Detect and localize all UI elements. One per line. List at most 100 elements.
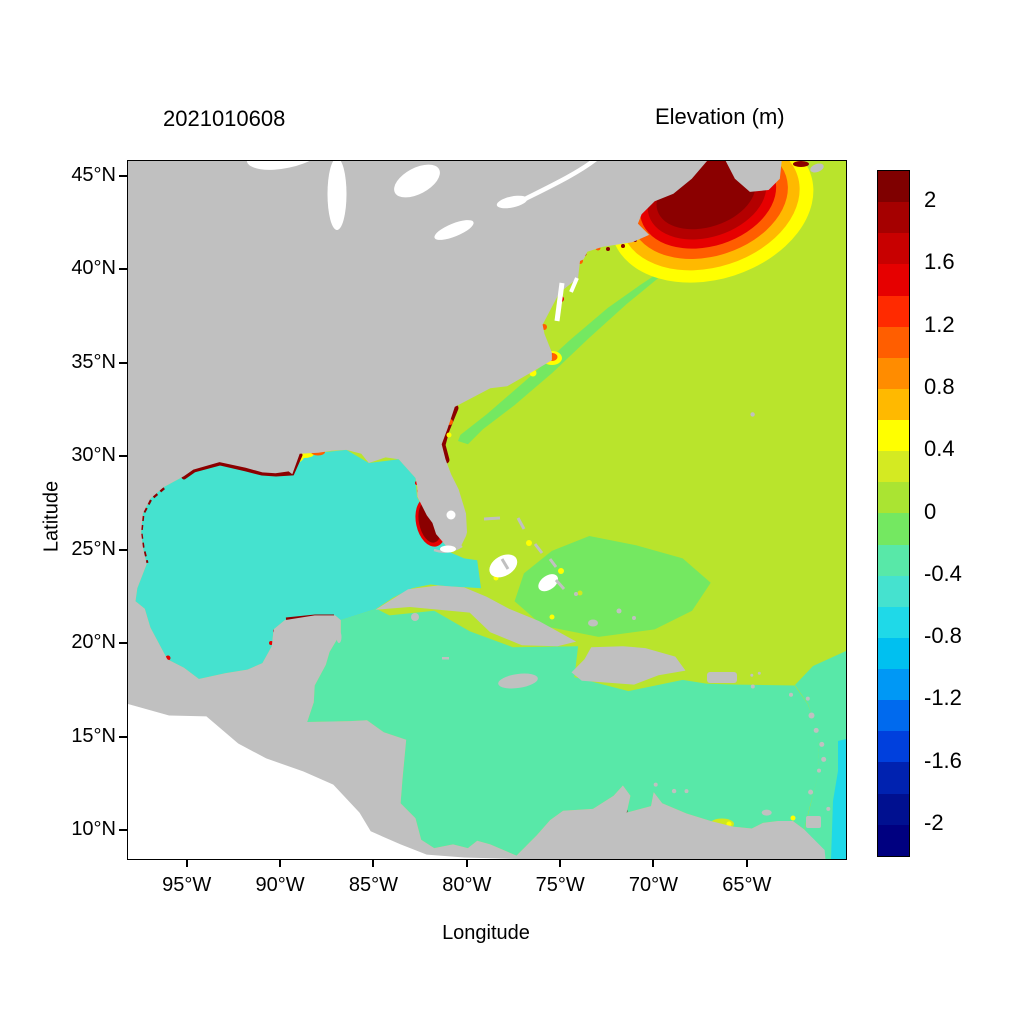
map-shape xyxy=(577,590,583,596)
colorbar-band-17 xyxy=(878,700,909,732)
colorbar-label: -0.8 xyxy=(924,623,962,649)
colorbar-band-1 xyxy=(878,202,909,234)
colorbar-band-7 xyxy=(878,388,909,420)
gulf-of-mexico-region xyxy=(135,449,481,679)
colorbar-band-20 xyxy=(878,793,909,825)
cozumel-island xyxy=(336,631,342,643)
bahamas-green-patch xyxy=(514,536,711,637)
y-tick-mark xyxy=(119,268,127,271)
x-tick-mark xyxy=(185,859,188,867)
colorbar-band-16 xyxy=(878,669,909,701)
abaco-island xyxy=(516,517,526,530)
bahama-bank-west xyxy=(489,554,518,578)
map-shape xyxy=(269,641,273,645)
lake-michigan xyxy=(327,161,347,230)
colorbar-band-4 xyxy=(878,295,909,327)
map-shape xyxy=(526,540,532,546)
hispaniola-island xyxy=(571,646,686,685)
bahama-bank-east xyxy=(538,574,559,592)
x-tick-label: 85°W xyxy=(348,874,398,896)
colorbar-label: 0.4 xyxy=(924,436,955,462)
jamaica-island xyxy=(498,673,538,689)
trinidad-island xyxy=(806,816,821,828)
puerto-rico-island xyxy=(707,672,737,683)
tobago xyxy=(826,806,831,811)
timestamp-title: 2021010608 xyxy=(163,106,286,131)
cape-breton xyxy=(810,163,824,173)
cayman-island xyxy=(442,657,449,660)
x-tick-mark xyxy=(745,859,748,867)
colorbar-band-11 xyxy=(878,513,909,545)
st-kitts xyxy=(789,692,793,697)
land-layer xyxy=(128,161,831,859)
gulf-stream-band xyxy=(458,236,693,445)
inagua-island xyxy=(588,619,598,627)
colorbar-label: 0 xyxy=(924,498,937,524)
colorbar-band-8 xyxy=(878,420,909,452)
cyan-edge-strip xyxy=(831,739,846,859)
x-tick-mark xyxy=(559,859,562,867)
gulf-coast-strip xyxy=(181,452,303,480)
y-tick-label: 10°N xyxy=(71,818,116,841)
colorbar-band-13 xyxy=(878,575,909,607)
y-tick-mark xyxy=(119,548,127,551)
ocean-regions xyxy=(135,236,846,859)
map-plot xyxy=(127,160,847,860)
margarita-island xyxy=(761,809,772,816)
map-shape xyxy=(653,782,658,787)
colorbar-band-10 xyxy=(878,482,909,514)
guadeloupe xyxy=(808,712,815,719)
continent-landmass xyxy=(128,161,826,859)
map-canvas xyxy=(128,161,846,859)
map-shape xyxy=(621,244,625,248)
isla-juventud xyxy=(411,613,419,621)
st-lawrence-river xyxy=(523,161,598,202)
map-shape xyxy=(757,671,761,675)
x-tick-mark xyxy=(279,859,282,867)
x-tick-label: 70°W xyxy=(628,874,679,896)
lake-huron xyxy=(394,164,440,198)
map-shape xyxy=(671,788,677,794)
x-tick-label: 90°W xyxy=(255,874,305,896)
y-tick-label: 35°N xyxy=(71,350,116,373)
antigua xyxy=(805,696,810,701)
x-tick-label: 95°W xyxy=(162,874,212,896)
delaware-bay xyxy=(569,277,579,293)
map-shape xyxy=(790,815,796,821)
map-shape xyxy=(632,616,636,620)
map-shape xyxy=(549,614,555,620)
colorbar-band-3 xyxy=(878,264,909,296)
map-shape xyxy=(616,608,622,614)
colorbar-label: -1.6 xyxy=(924,747,962,773)
map-shape xyxy=(684,789,689,794)
colorbar-band-9 xyxy=(878,451,909,483)
y-tick-label: 15°N xyxy=(71,724,116,747)
y-tick-label: 25°N xyxy=(71,537,116,560)
map-shape xyxy=(606,247,610,251)
y-tick-mark xyxy=(119,735,127,738)
cuba-island xyxy=(375,585,577,647)
x-tick-mark xyxy=(372,859,375,867)
elevation-title: Elevation (m) xyxy=(655,104,785,129)
y-tick-mark xyxy=(119,829,127,832)
grand-bahama xyxy=(483,516,501,521)
colorbar-band-21 xyxy=(878,824,909,856)
cat-island xyxy=(548,558,558,568)
st-lawrence-speck xyxy=(793,161,809,167)
x-tick-label: 65°W xyxy=(722,874,772,896)
colorbar-label: 1.2 xyxy=(924,311,955,337)
bermuda-island xyxy=(750,412,755,417)
colorbar-band-19 xyxy=(878,762,909,794)
pacific-mask xyxy=(128,704,519,859)
colorbar-band-18 xyxy=(878,731,909,763)
y-tick-mark xyxy=(119,361,127,364)
map-shape xyxy=(750,673,754,677)
colorbar-label: 1.6 xyxy=(924,249,955,275)
grenada xyxy=(808,789,814,795)
map-shape xyxy=(750,684,755,689)
x-tick-mark xyxy=(652,859,655,867)
map-shape xyxy=(726,821,732,827)
colorbar-label: -2 xyxy=(924,809,944,835)
florida-bay xyxy=(440,545,456,553)
